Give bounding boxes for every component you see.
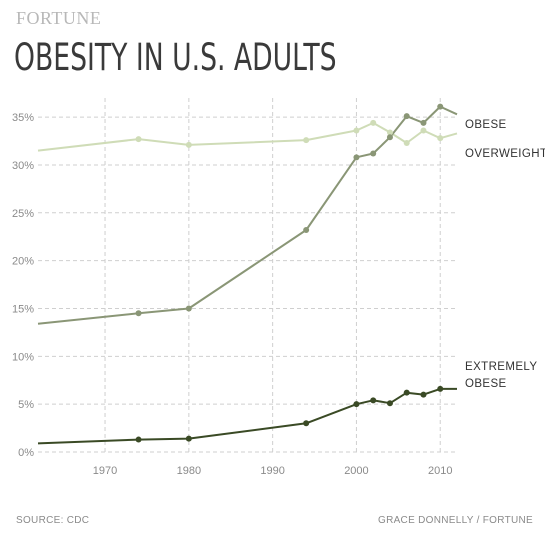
x-axis-ticks: 1970 1980 1990 2000 2010	[93, 465, 453, 477]
credit-note: GRACE DONNELLY / FORTUNE	[377, 515, 533, 526]
y-tick-label: 10%	[12, 351, 34, 363]
y-tick-label: 20%	[12, 256, 34, 268]
data-point-extremely-obese	[303, 420, 310, 427]
data-point-extremely-obese	[386, 400, 393, 407]
data-point-overweight	[185, 141, 192, 148]
series-label-extremely-obese: OBESE	[465, 378, 507, 390]
data-point-obese	[386, 134, 393, 141]
data-point-overweight	[135, 136, 142, 143]
y-tick-label: 0%	[18, 447, 34, 459]
x-tick-label: 1970	[93, 465, 117, 477]
data-point-overweight	[403, 139, 410, 146]
y-tick-label: 30%	[12, 160, 34, 172]
y-tick-label: 5%	[18, 399, 34, 411]
series-line-obese	[37, 105, 458, 325]
series-line-extremely-obese	[37, 387, 457, 445]
data-point-extremely-obese	[403, 389, 410, 396]
y-axis-ticks: 0% 5% 10% 15% 20% 25% 30% 35%	[12, 112, 34, 459]
x-tick-label: 1990	[260, 465, 284, 477]
data-point-extremely-obese	[185, 435, 192, 442]
series-label-overweight: OVERWEIGHT	[465, 148, 545, 160]
data-point-extremely-obese	[420, 391, 427, 398]
data-point-obese	[303, 227, 310, 234]
data-point-obese	[135, 310, 142, 317]
source-note: SOURCE: CDC	[16, 515, 90, 526]
data-point-extremely-obese	[135, 436, 142, 443]
data-point-overweight	[437, 135, 444, 142]
chart-title: OBESITY IN U.S. ADULTS	[14, 36, 337, 79]
y-tick-label: 35%	[12, 112, 34, 124]
series-points	[135, 103, 444, 443]
series-labels: OVERWEIGHT OBESE EXTREMELY OBESE	[465, 119, 545, 390]
series-line-overweight	[37, 121, 458, 152]
y-tick-label: 15%	[12, 303, 34, 315]
data-point-extremely-obese	[353, 401, 360, 408]
data-point-obese	[185, 305, 192, 312]
brand-logo: FORTUNE	[16, 8, 102, 28]
y-tick-label: 25%	[12, 208, 34, 220]
x-tick-label: 1980	[177, 465, 201, 477]
data-point-overweight	[353, 127, 360, 134]
data-point-extremely-obese	[370, 397, 377, 404]
x-tick-label: 2010	[428, 465, 452, 477]
data-point-obese	[437, 103, 444, 110]
data-point-obese	[420, 119, 427, 126]
series-label-extremely-obese: EXTREMELY	[465, 361, 537, 373]
data-point-obese	[403, 113, 410, 120]
data-point-overweight	[303, 137, 310, 144]
data-point-overweight	[386, 129, 393, 136]
series-lines	[37, 105, 458, 445]
data-point-extremely-obese	[437, 385, 444, 392]
data-point-overweight	[420, 127, 427, 134]
data-point-obese	[353, 154, 360, 161]
series-label-obese: OBESE	[465, 119, 507, 131]
data-point-overweight	[370, 119, 377, 126]
x-tick-label: 2000	[344, 465, 368, 477]
chart-grid	[38, 98, 457, 453]
data-point-obese	[370, 150, 377, 157]
